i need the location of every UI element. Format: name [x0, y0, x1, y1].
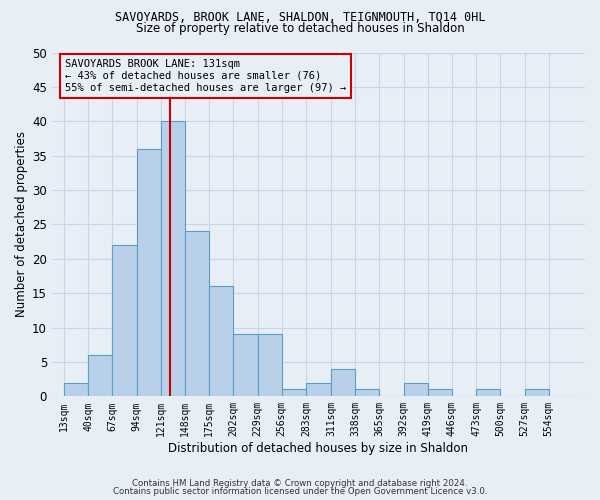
Bar [257, 334, 282, 396]
Bar [88, 355, 112, 397]
Bar [64, 382, 88, 396]
X-axis label: Distribution of detached houses by size in Shaldon: Distribution of detached houses by size … [169, 442, 469, 455]
Bar [137, 149, 161, 396]
Text: SAVOYARDS, BROOK LANE, SHALDON, TEIGNMOUTH, TQ14 0HL: SAVOYARDS, BROOK LANE, SHALDON, TEIGNMOU… [115, 11, 485, 24]
Text: SAVOYARDS BROOK LANE: 131sqm
← 43% of detached houses are smaller (76)
55% of se: SAVOYARDS BROOK LANE: 131sqm ← 43% of de… [65, 60, 346, 92]
Bar [524, 390, 549, 396]
Text: Size of property relative to detached houses in Shaldon: Size of property relative to detached ho… [136, 22, 464, 35]
Bar [476, 390, 500, 396]
Bar [428, 390, 452, 396]
Bar [404, 382, 428, 396]
Y-axis label: Number of detached properties: Number of detached properties [15, 132, 28, 318]
Text: Contains HM Land Registry data © Crown copyright and database right 2024.: Contains HM Land Registry data © Crown c… [132, 478, 468, 488]
Bar [209, 286, 233, 397]
Bar [233, 334, 257, 396]
Bar [331, 369, 355, 396]
Bar [161, 122, 185, 396]
Bar [112, 245, 137, 396]
Bar [282, 390, 306, 396]
Bar [306, 382, 331, 396]
Text: Contains public sector information licensed under the Open Government Licence v3: Contains public sector information licen… [113, 487, 487, 496]
Bar [355, 390, 379, 396]
Bar [185, 232, 209, 396]
